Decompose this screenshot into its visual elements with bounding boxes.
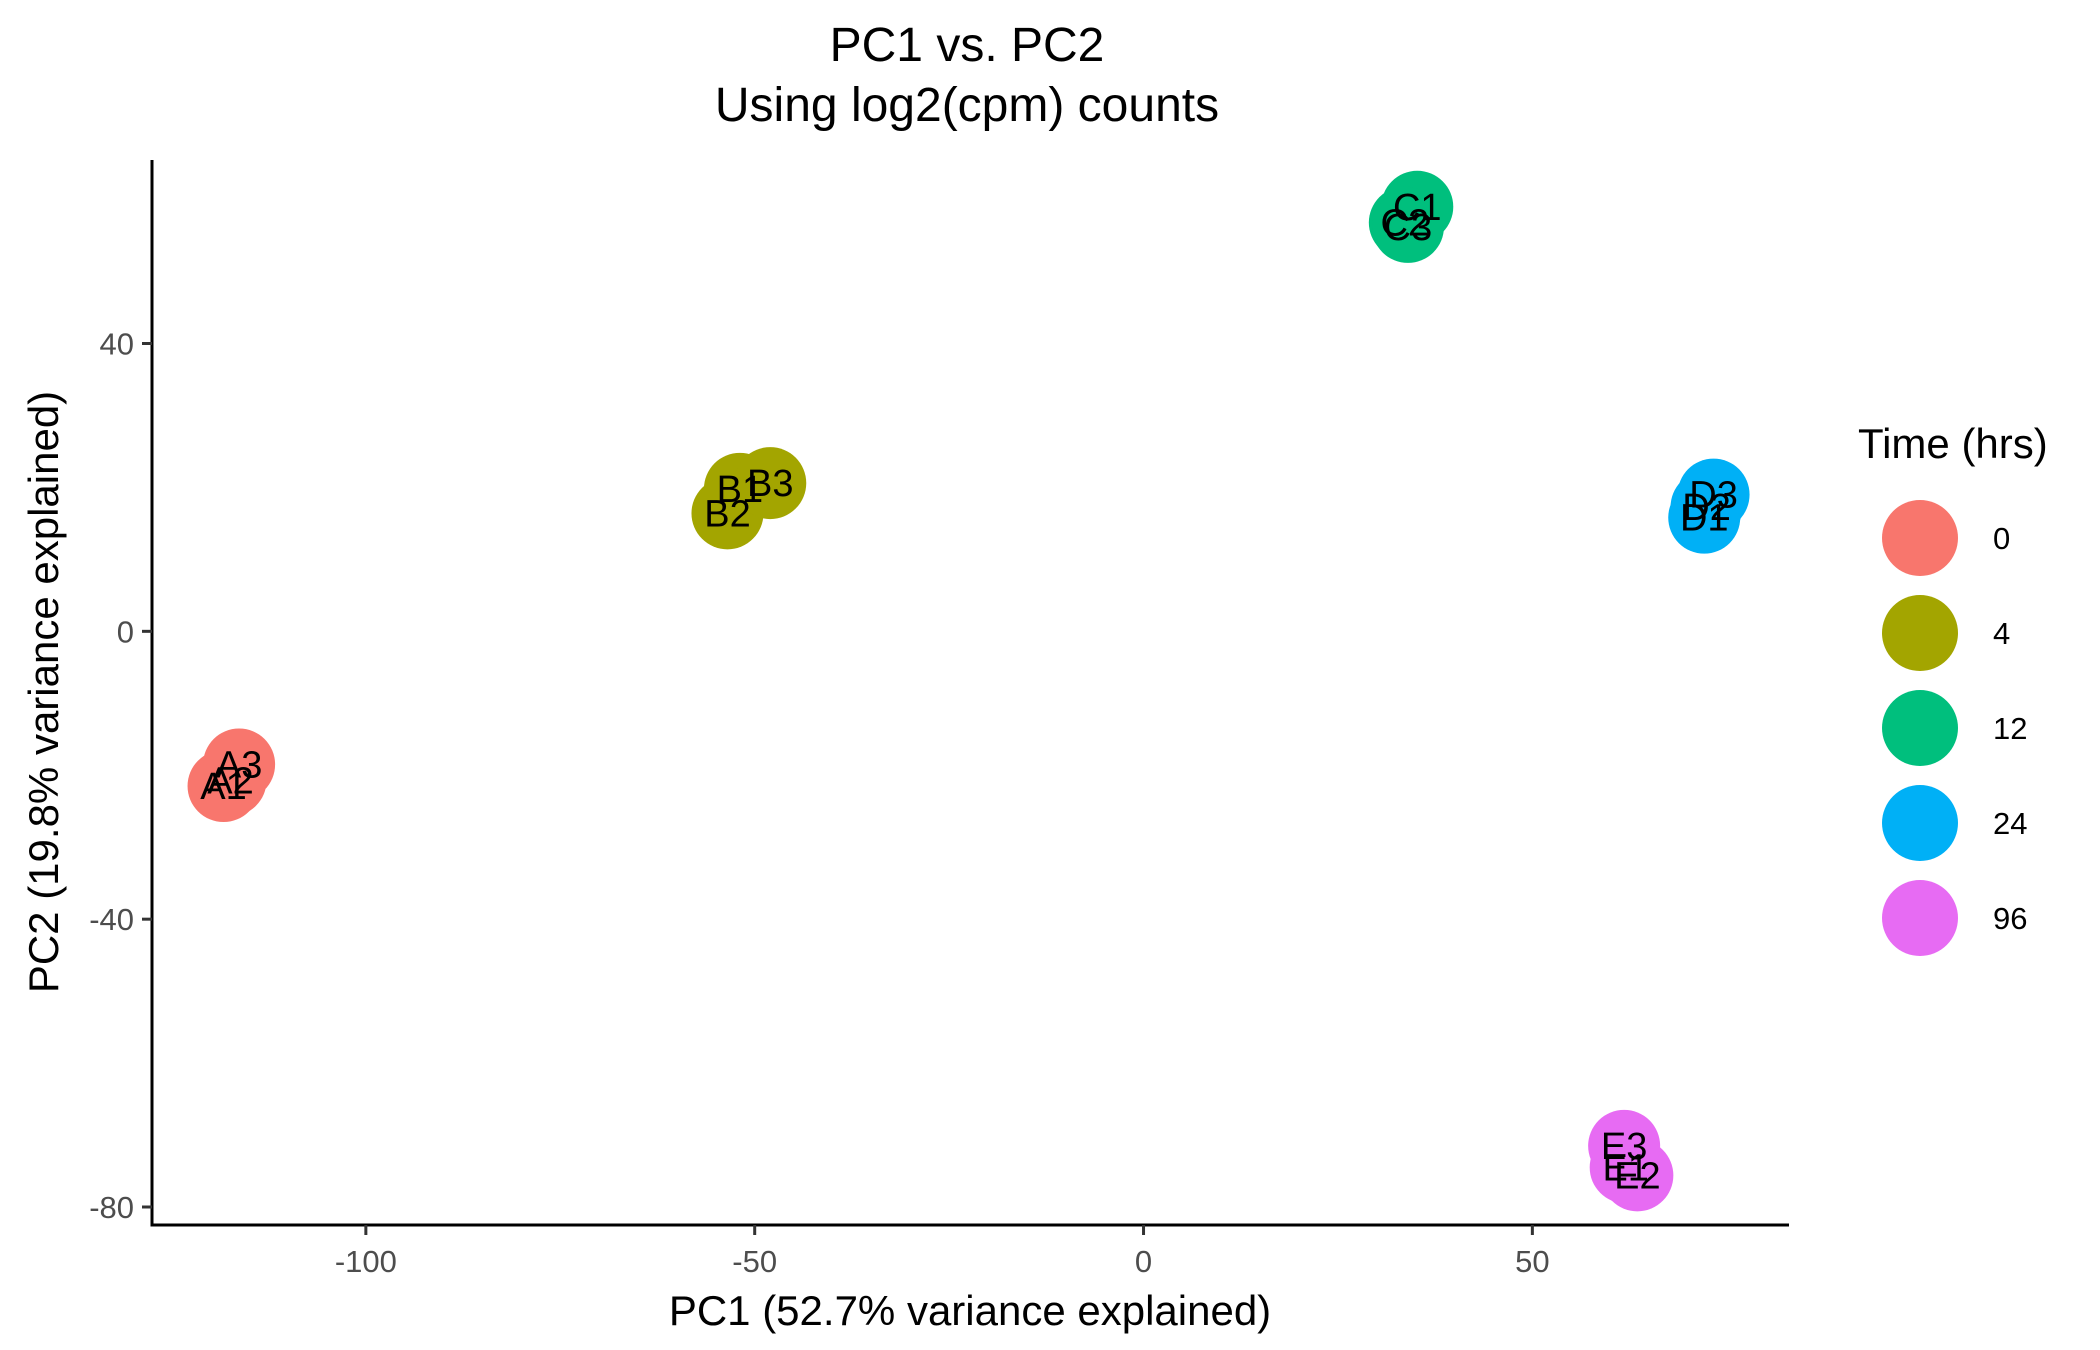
point-label: B3 (747, 463, 793, 505)
legend-label: 12 (1993, 711, 2027, 746)
chart-subtitle: Using log2(cpm) counts (715, 79, 1219, 132)
legend: Time (hrs) 0 4 12 24 96 (1858, 420, 2048, 956)
chart-title: PC1 vs. PC2 (830, 19, 1105, 72)
legend-label: 96 (1993, 901, 2027, 936)
point-label: E2 (1614, 1155, 1660, 1197)
legend-swatch (1882, 595, 1958, 671)
data-point (203, 728, 276, 801)
y-tick-label: -80 (89, 1190, 134, 1225)
point-label: D1 (1680, 498, 1729, 540)
point-label: A1 (200, 766, 246, 808)
point-label: D2 (1682, 487, 1731, 529)
point-label: A3 (216, 744, 262, 786)
points-layer (187, 170, 1750, 1212)
point-label: E3 (1601, 1126, 1647, 1168)
legend-title: Time (hrs) (1858, 420, 2048, 467)
point-label: C1 (1393, 187, 1442, 229)
point-label: B1 (717, 469, 763, 511)
x-tick-label: -100 (335, 1244, 397, 1279)
legend-items: 0 4 12 24 96 (1882, 500, 2027, 956)
y-tick-label: 0 (117, 614, 134, 649)
point-label: C3 (1384, 207, 1433, 249)
point-label: E1 (1602, 1147, 1648, 1189)
data-point (1588, 1109, 1661, 1182)
point-label: A2 (207, 760, 253, 802)
data-point (734, 447, 807, 520)
y-axis-label: PC2 (19.8% variance explained) (20, 391, 67, 993)
x-tick-label: 0 (1135, 1244, 1152, 1279)
x-tick-label: -50 (732, 1244, 777, 1279)
legend-swatch (1882, 880, 1958, 956)
data-point (1371, 190, 1444, 263)
point-label: D3 (1689, 475, 1738, 517)
y-tick-label: -40 (89, 902, 134, 937)
y-tick-label: 40 (100, 326, 134, 361)
data-point (1677, 458, 1750, 531)
x-axis-ticks: -100 -50 0 50 (335, 1225, 1550, 1279)
x-axis-label: PC1 (52.7% variance explained) (669, 1287, 1271, 1334)
legend-label: 24 (1993, 806, 2027, 841)
point-label: B2 (704, 493, 750, 535)
legend-label: 4 (1993, 616, 2010, 651)
y-axis-ticks: -80 -40 0 40 (89, 326, 152, 1225)
point-label: C2 (1381, 203, 1430, 245)
legend-swatch (1882, 785, 1958, 861)
x-tick-label: 50 (1515, 1244, 1549, 1279)
legend-label: 0 (1993, 521, 2010, 556)
legend-swatch (1882, 500, 1958, 576)
legend-swatch (1882, 690, 1958, 766)
